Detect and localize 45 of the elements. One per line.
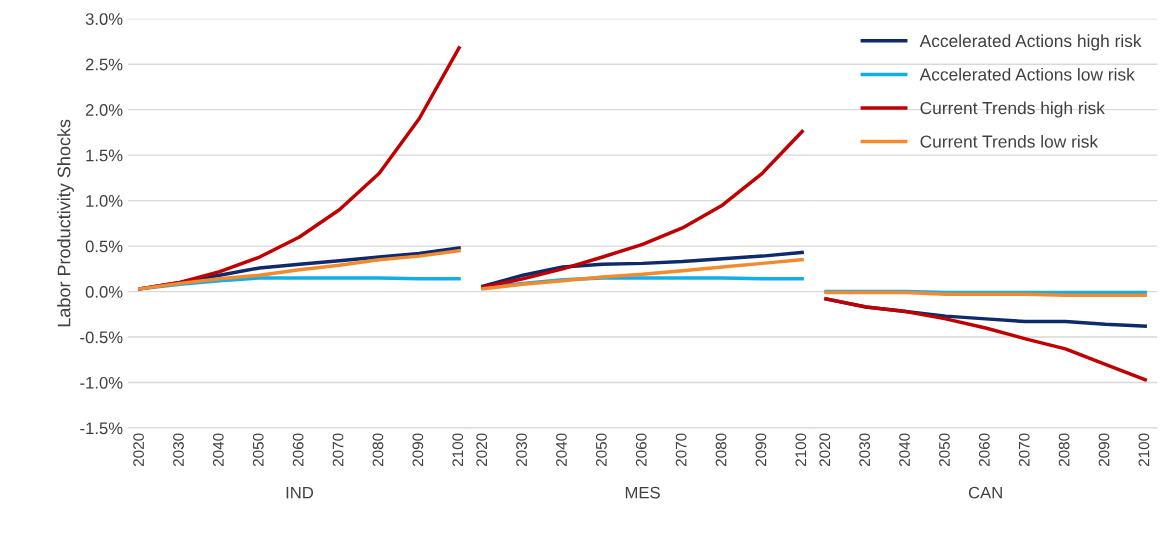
x-tick-label: 2020 — [476, 433, 488, 467]
legend-label: Current Trends low risk — [920, 134, 1099, 148]
x-tick-label: 2100 — [452, 433, 464, 467]
x-tick-label: 2040 — [556, 433, 567, 467]
x-axis-title: IND — [286, 486, 314, 499]
y-axis-title: Labor Productivity Shocks — [57, 119, 74, 327]
x-tick-label: 2050 — [939, 433, 950, 467]
x-axis-title: MES — [625, 486, 660, 499]
legend-label: Current Trends high risk — [920, 101, 1105, 118]
x-tick-label: 2060 — [635, 433, 647, 467]
x-tick-label: 2070 — [1018, 433, 1030, 467]
x-tick-label: 2070 — [332, 433, 344, 467]
y-tick-label: 3.0% — [85, 13, 123, 25]
x-tick-label: 2080 — [1058, 433, 1070, 467]
x-tick-label: 2060 — [978, 433, 990, 467]
x-tick-label: 2020 — [133, 433, 144, 467]
x-tick-label: 2040 — [899, 433, 910, 467]
y-tick-label: -0.5% — [80, 331, 123, 344]
x-tick-label: 2100 — [1138, 433, 1150, 467]
x-tick-label: 2070 — [675, 433, 687, 467]
x-tick-label: 2030 — [859, 433, 871, 467]
x-tick-label: 2020 — [819, 433, 831, 467]
x-tick-label: 2060 — [292, 433, 304, 467]
x-axis-title: CAN — [968, 486, 1002, 499]
y-tick-label: 2.5% — [85, 58, 123, 71]
x-tick-label: 2090 — [755, 433, 767, 467]
x-tick-label: 2050 — [252, 433, 264, 467]
legend-label: Accelerated Actions high risk — [919, 34, 1142, 51]
x-tick-label: 2050 — [595, 433, 607, 467]
x-tick-label: 2100 — [795, 433, 807, 467]
x-tick-label: 2080 — [372, 433, 384, 467]
y-tick-label: 1.5% — [86, 149, 123, 162]
x-tick-label: 2090 — [412, 433, 424, 467]
x-tick-label: 2080 — [715, 433, 727, 467]
y-tick-label: 2.0% — [85, 104, 123, 116]
y-tick-label: 1.0% — [86, 195, 123, 207]
x-tick-label: 2090 — [1098, 433, 1110, 467]
y-tick-label: -1.0% — [80, 376, 123, 389]
legend-label: Accelerated Actions low risk — [919, 67, 1135, 81]
x-tick-label: 2030 — [173, 433, 184, 467]
y-tick-label: 0.5% — [85, 240, 123, 253]
x-tick-label: 2040 — [212, 433, 224, 467]
y-tick-label: 0.0% — [85, 285, 123, 298]
y-tick-label: -1.5% — [80, 422, 123, 435]
x-tick-label: 2030 — [516, 433, 527, 467]
